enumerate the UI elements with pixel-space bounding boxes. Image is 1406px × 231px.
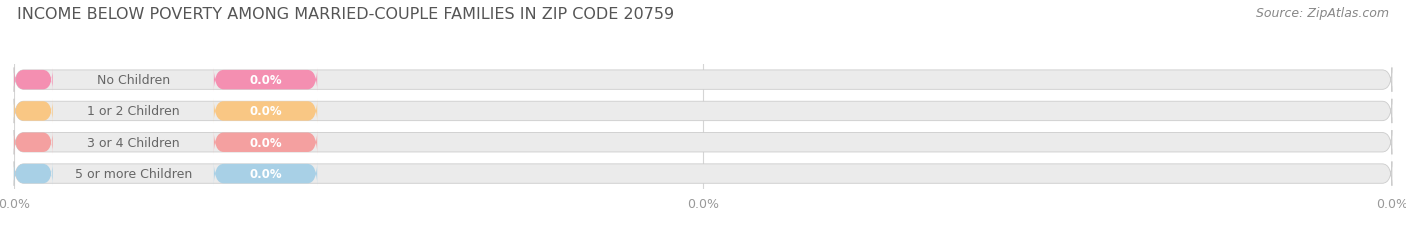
Text: 0.0%: 0.0% <box>249 167 281 180</box>
FancyBboxPatch shape <box>214 131 318 155</box>
Text: 0.0%: 0.0% <box>249 136 281 149</box>
FancyBboxPatch shape <box>214 99 318 124</box>
Text: 0.0%: 0.0% <box>249 74 281 87</box>
Text: 0.0%: 0.0% <box>249 105 281 118</box>
FancyBboxPatch shape <box>14 131 1392 155</box>
Text: 1 or 2 Children: 1 or 2 Children <box>87 105 180 118</box>
FancyBboxPatch shape <box>14 162 52 186</box>
FancyBboxPatch shape <box>14 99 52 124</box>
Text: Source: ZipAtlas.com: Source: ZipAtlas.com <box>1256 7 1389 20</box>
FancyBboxPatch shape <box>14 162 1392 186</box>
FancyBboxPatch shape <box>214 68 318 92</box>
Text: 5 or more Children: 5 or more Children <box>75 167 191 180</box>
Text: 3 or 4 Children: 3 or 4 Children <box>87 136 180 149</box>
Text: INCOME BELOW POVERTY AMONG MARRIED-COUPLE FAMILIES IN ZIP CODE 20759: INCOME BELOW POVERTY AMONG MARRIED-COUPL… <box>17 7 673 22</box>
FancyBboxPatch shape <box>14 99 1392 124</box>
FancyBboxPatch shape <box>14 68 52 92</box>
FancyBboxPatch shape <box>214 162 318 186</box>
FancyBboxPatch shape <box>14 68 1392 92</box>
FancyBboxPatch shape <box>14 131 52 155</box>
Text: No Children: No Children <box>97 74 170 87</box>
